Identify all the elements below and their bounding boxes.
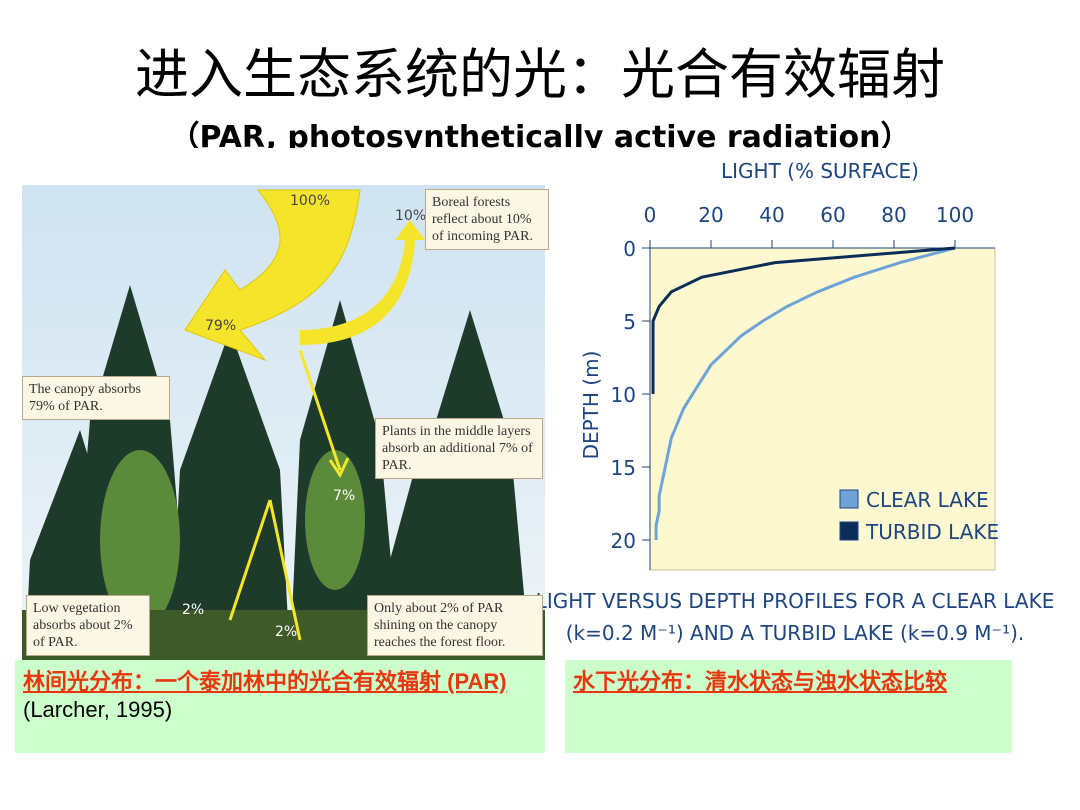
x-tick-label: 60 bbox=[820, 203, 845, 227]
legend-label: CLEAR LAKE bbox=[866, 488, 989, 512]
y-tick-label: 15 bbox=[611, 456, 636, 480]
legend-swatch bbox=[840, 522, 858, 540]
forest-label: 100% bbox=[290, 193, 330, 209]
note: The canopy absorbs 79% of PAR. bbox=[22, 376, 170, 420]
forest-label: 7% bbox=[333, 488, 355, 504]
y-axis-label: DEPTH (m) bbox=[579, 351, 603, 460]
caption-left: 林间光分布：一个泰加林中的光合有效辐射 (PAR) (Larcher, 1995) bbox=[15, 660, 545, 753]
y-tick-label: 5 bbox=[623, 310, 636, 334]
chart-caption: LIGHT VERSUS DEPTH PROFILES FOR A CLEAR … bbox=[536, 589, 1055, 613]
y-tick-label: 20 bbox=[611, 529, 636, 553]
y-tick-label: 0 bbox=[623, 237, 636, 261]
x-axis-label: LIGHT (% SURFACE) bbox=[721, 159, 919, 183]
forest-label: 2% bbox=[182, 602, 204, 618]
forest-label: 10% bbox=[395, 208, 426, 224]
caption-text: 水下光分布：清水状态与浊水状态比较 bbox=[573, 669, 947, 694]
x-tick-label: 0 bbox=[644, 203, 657, 227]
citation: (Larcher, 1995) bbox=[23, 697, 172, 722]
note: Boreal forests reflect about 10% of inco… bbox=[425, 189, 549, 250]
note: Only about 2% of PAR shining on the cano… bbox=[367, 595, 543, 656]
x-tick-label: 100 bbox=[936, 203, 974, 227]
x-tick-label: 80 bbox=[881, 203, 906, 227]
legend-swatch bbox=[840, 490, 858, 508]
caption-text: 林间光分布：一个泰加林中的光合有效辐射 (PAR) bbox=[23, 669, 507, 694]
note: Low vegetation absorbs about 2% of PAR. bbox=[26, 595, 150, 656]
y-tick-label: 10 bbox=[611, 383, 636, 407]
x-tick-label: 40 bbox=[759, 203, 784, 227]
forest-label: 2% bbox=[275, 624, 297, 640]
forest-label: 79% bbox=[205, 318, 236, 334]
x-tick-label: 20 bbox=[698, 203, 723, 227]
slide: 进入生态系统的光：光合有效辐射 （PAR, photosynthetically… bbox=[0, 0, 1080, 810]
caption-right: 水下光分布：清水状态与浊水状态比较 bbox=[565, 660, 1012, 753]
note: Plants in the middle layers absorb an ad… bbox=[375, 418, 543, 479]
legend-label: TURBID LAKE bbox=[865, 520, 999, 544]
chart-caption: (k=0.2 M⁻¹) AND A TURBID LAKE (k=0.9 M⁻¹… bbox=[566, 621, 1025, 645]
